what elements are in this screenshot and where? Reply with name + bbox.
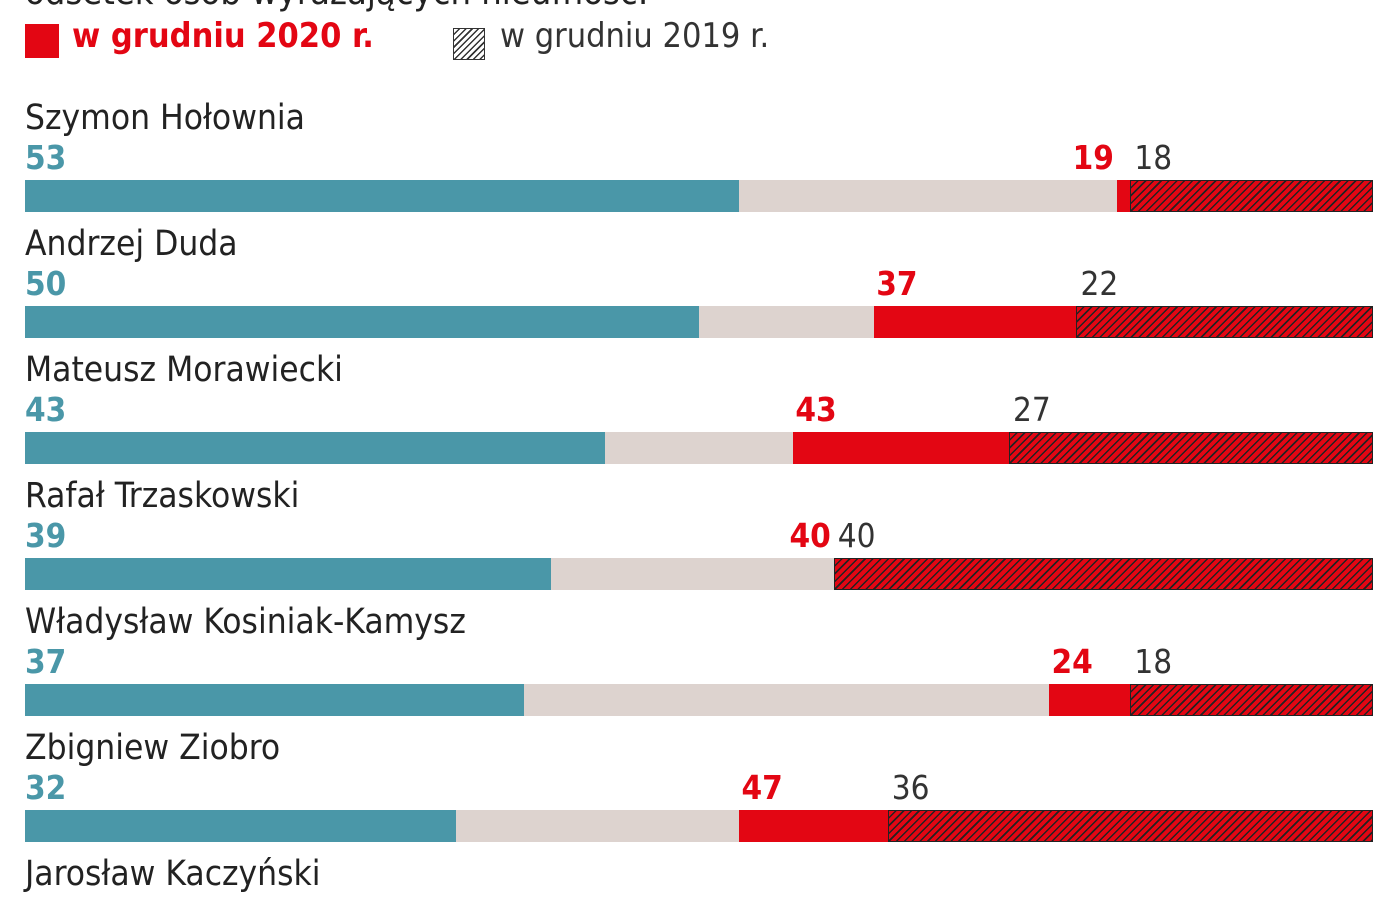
category-label: Andrzej Duda [25,224,238,264]
label-distrust-2020: 43 [795,390,837,429]
bar-distrust-2019-hatch [1130,180,1373,212]
category-label: Rafał Trzaskowski [25,476,300,516]
bar-distrust-2019-hatch [1130,684,1373,716]
label-trust: 37 [25,642,67,681]
bar-trust [25,432,605,464]
label-distrust-2020: 47 [741,768,783,807]
bar-neutral [604,432,794,464]
label-distrust-2019: 22 [1080,264,1119,303]
bar-distrust-2019-hatch [1009,432,1373,464]
bar-neutral [699,306,875,338]
label-trust: 39 [25,516,67,555]
label-distrust-2019: 27 [1013,390,1051,429]
legend-swatch-2019 [453,28,485,60]
category-label: Jarosław Kaczyński [25,854,321,894]
label-distrust-2019: 18 [1134,138,1173,177]
chart-subtitle: odsetek osób wyrażających nieufność: [25,0,649,13]
bar-neutral [456,810,740,842]
bar-trust [25,180,740,212]
bar-distrust-2019-hatch [887,810,1373,842]
label-distrust-2019: 40 [837,516,876,555]
label-trust: 53 [25,138,67,177]
category-label: Władysław Kosiniak-Kamysz [25,602,466,642]
label-distrust-2019: 18 [1134,642,1173,681]
legend-label-2020: w grudniu 2020 r. [72,16,374,56]
legend-swatch-2020 [25,24,59,58]
label-distrust-2020: 24 [1051,642,1093,681]
label-distrust-2019: 36 [891,768,930,807]
label-trust: 32 [25,768,67,807]
bar-distrust-2019-hatch [833,558,1373,590]
bar-neutral [523,684,1050,716]
legend-label-2019: w grudniu 2019 r. [500,16,770,56]
category-label: Zbigniew Ziobro [25,728,281,768]
label-distrust-2020: 40 [789,516,831,555]
label-trust: 50 [25,264,67,303]
bar-neutral [550,558,834,590]
bar-trust [25,684,524,716]
bar-trust [25,306,699,338]
bar-trust [25,810,457,842]
label-distrust-2020: 37 [876,264,918,303]
bar-distrust-2019-hatch [1076,306,1373,338]
label-trust: 43 [25,390,67,429]
label-distrust-2020: 19 [1072,138,1114,177]
category-label: Szymon Hołownia [25,98,305,138]
category-label: Mateusz Morawiecki [25,350,343,390]
bar-neutral [739,180,1117,212]
bar-trust [25,558,551,590]
